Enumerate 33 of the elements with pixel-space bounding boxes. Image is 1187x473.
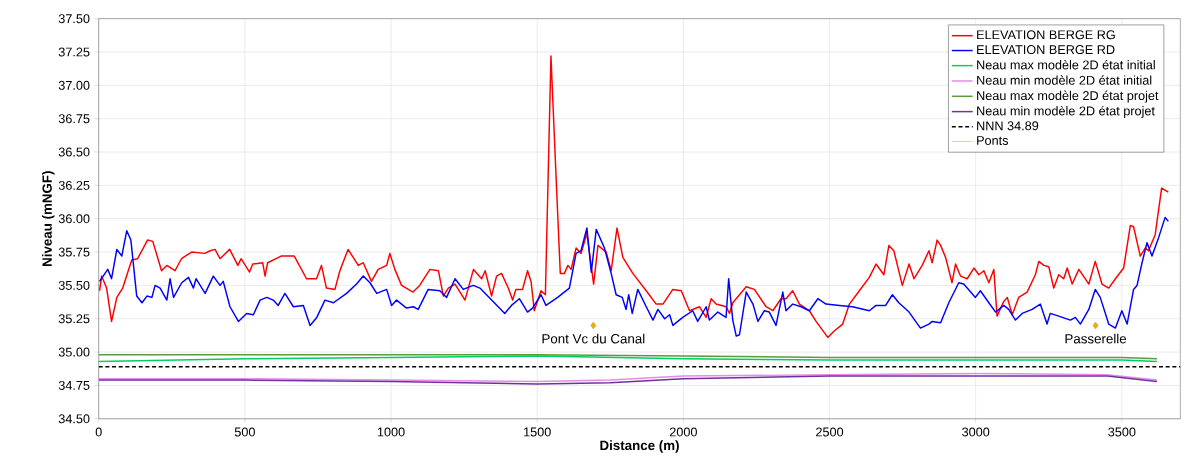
x-tick-label: 0 (95, 427, 102, 437)
x-tick-label: 2500 (816, 427, 844, 437)
y-tick-label: 35.50 (58, 280, 90, 290)
y-tick-label: 37.50 (58, 13, 90, 23)
y-tick-label: 37.00 (58, 80, 90, 90)
legend-label: Neau max modèle 2D état projet (977, 90, 1159, 103)
y-axis-title: Niveau (mNGF) (42, 171, 55, 266)
legend-label: Neau max modèle 2D état initial (977, 59, 1155, 70)
y-tick-label: 36.00 (58, 214, 90, 223)
legend-label: Ponts (977, 135, 1009, 145)
y-tick-label: 35.75 (58, 247, 90, 257)
y-tick-label: 37.25 (58, 47, 90, 57)
x-tick-label: 500 (234, 427, 255, 437)
y-tick-label: 36.25 (58, 180, 90, 190)
annotation: Pont Vc du Canal (542, 333, 645, 344)
legend-label: NNN 34.89 (977, 121, 1039, 131)
x-tick-label: 2000 (669, 427, 697, 437)
y-tick-label: 35.25 (58, 314, 90, 324)
annotation: Passerelle (1065, 333, 1127, 344)
legend-label: Neau min modèle 2D état initial (977, 75, 1152, 85)
x-axis-title: Distance (m) (600, 440, 679, 453)
y-tick-label: 34.75 (58, 380, 90, 390)
x-tick-label: 3500 (1108, 427, 1136, 437)
legend-label: Neau min modèle 2D état projet (977, 105, 1155, 118)
x-tick-label: 1000 (377, 427, 405, 437)
x-tick-label: 3000 (962, 427, 990, 437)
y-tick-label: 34.50 (58, 414, 90, 424)
y-tick-label: 36.50 (58, 147, 90, 157)
legend-label: ELEVATION BERGE RD (977, 44, 1115, 54)
x-tick-label: 1500 (524, 427, 551, 437)
legend-label: ELEVATION BERGE RG (977, 30, 1115, 40)
y-tick-label: 35.00 (58, 347, 90, 357)
y-tick-label: 36.75 (58, 113, 90, 123)
